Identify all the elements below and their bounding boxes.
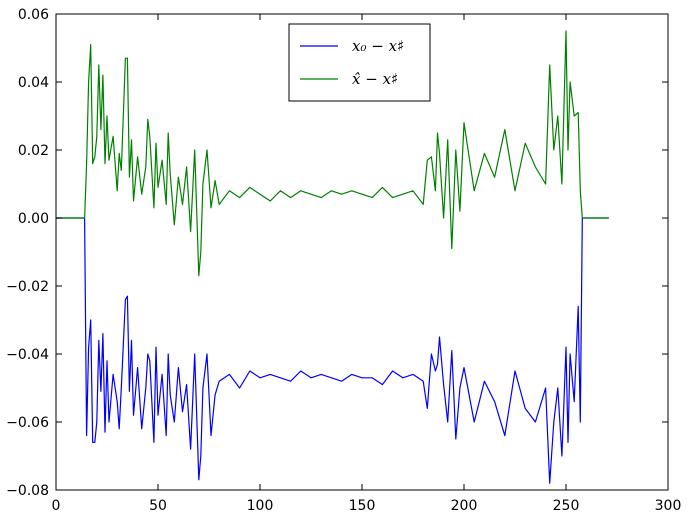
series-line-0 — [56, 217, 609, 484]
x-tick-label: 100 — [247, 498, 274, 514]
series-layer — [56, 30, 609, 484]
ticks-layer: 0 50 100 150 200 250 300 −0.08 −0.06 −0.04 −0.02 0.… — [6, 7, 681, 514]
y-tick-label: 0.06 — [18, 7, 49, 23]
x-tick-label: 0 — [52, 498, 61, 514]
plot-frame — [55, 13, 669, 491]
x-tick-label: 200 — [451, 498, 478, 514]
x-tick-label: 250 — [553, 498, 580, 514]
legend: x₀ − x♯ x̂ − x♯ — [288, 23, 431, 102]
y-tick-label: −0.04 — [6, 347, 49, 363]
legend-box — [288, 23, 431, 102]
legend-label-series-1: x̂ − x♯ — [352, 70, 398, 88]
x-tick-label: 150 — [349, 498, 376, 514]
legend-label-series-0: x₀ − x♯ — [352, 37, 404, 55]
x-tick-label: 50 — [149, 498, 167, 514]
y-tick-label: −0.06 — [6, 415, 49, 431]
y-tick-label: 0.00 — [18, 211, 49, 227]
y-tick-label: 0.04 — [18, 75, 49, 91]
series-line-1 — [56, 30, 609, 277]
y-tick-label: −0.08 — [6, 483, 49, 499]
x-tick-label: 300 — [655, 498, 682, 514]
y-tick-label: 0.02 — [18, 143, 49, 159]
y-tick-label: −0.02 — [6, 279, 49, 295]
